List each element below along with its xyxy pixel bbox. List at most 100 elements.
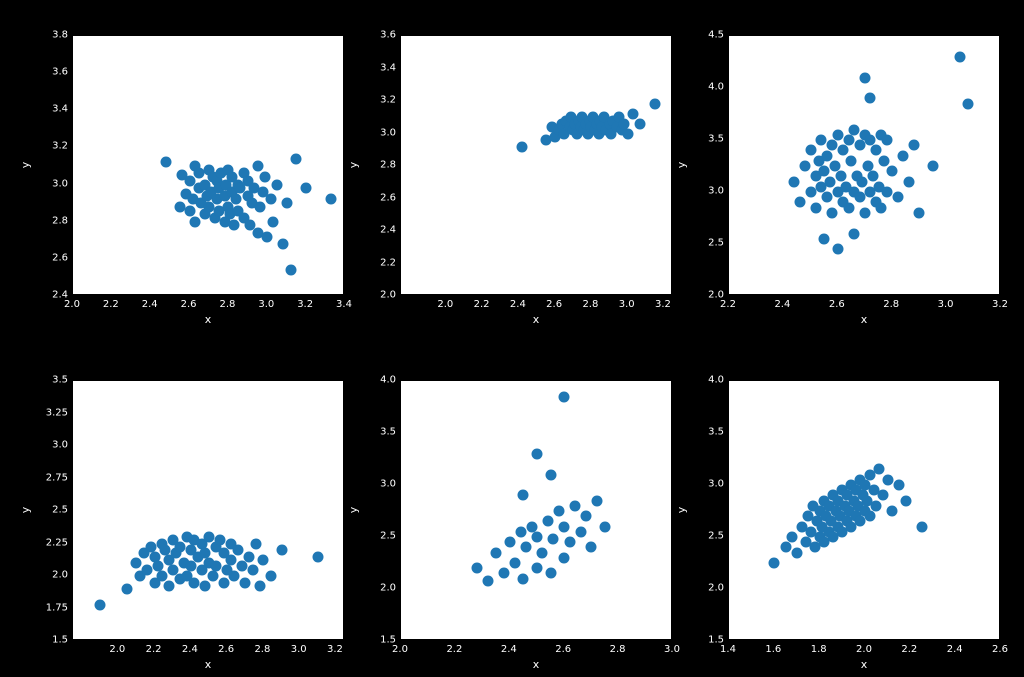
y-tick-label: 4.0 — [380, 375, 396, 386]
x-axis-label: x — [205, 658, 212, 671]
data-point — [521, 542, 532, 553]
x-tick-label: 1.8 — [811, 644, 827, 655]
scatter-panel-class-3 — [72, 380, 344, 640]
data-point — [887, 506, 898, 517]
y-tick-label: 1.5 — [380, 635, 396, 646]
x-tick-label: 2.2 — [901, 644, 917, 655]
data-point — [787, 532, 798, 543]
data-point — [472, 563, 483, 574]
data-point — [553, 506, 564, 517]
data-point — [873, 464, 884, 475]
data-point — [225, 555, 236, 566]
plot-area — [729, 381, 999, 639]
data-point — [189, 577, 200, 588]
data-point — [153, 560, 164, 571]
x-tick-label: 2.2 — [146, 644, 162, 655]
data-point — [272, 179, 283, 190]
x-tick-label: 2.2 — [446, 644, 462, 655]
data-point — [142, 564, 153, 575]
data-point — [236, 560, 247, 571]
y-axis-label: y — [675, 162, 688, 169]
y-tick-label: 3.2 — [380, 95, 396, 106]
data-point — [838, 145, 849, 156]
data-point — [156, 571, 167, 582]
data-point — [769, 558, 780, 569]
data-point — [184, 205, 195, 216]
y-tick-label: 3.0 — [708, 479, 724, 490]
data-point — [900, 495, 911, 506]
y-tick-label: 3.0 — [52, 440, 68, 451]
data-point — [258, 555, 269, 566]
data-point — [214, 534, 225, 545]
data-point — [95, 599, 106, 610]
x-tick-label: 2.0 — [856, 644, 872, 655]
x-tick-label: 2.8 — [883, 299, 899, 310]
data-point — [200, 581, 211, 592]
data-point — [254, 201, 265, 212]
plot-area — [73, 36, 343, 294]
x-tick-label: 2.0 — [109, 644, 125, 655]
data-point — [622, 128, 633, 139]
data-point — [827, 140, 838, 151]
data-point — [879, 155, 890, 166]
data-point — [876, 202, 887, 213]
data-point — [545, 568, 556, 579]
data-point — [881, 135, 892, 146]
x-tick-label: 1.4 — [720, 644, 736, 655]
data-point — [916, 521, 927, 532]
data-point — [491, 547, 502, 558]
y-tick-label: 3.0 — [380, 479, 396, 490]
data-point — [816, 135, 827, 146]
x-tick-label: 3.2 — [297, 299, 313, 310]
y-tick-label: 2.0 — [708, 583, 724, 594]
y-tick-label: 2.8 — [52, 215, 68, 226]
scatter-panel-class-2 — [728, 35, 1000, 295]
x-tick-label: 2.8 — [610, 644, 626, 655]
data-point — [260, 172, 271, 183]
x-tick-label: 2.6 — [829, 299, 845, 310]
data-point — [878, 490, 889, 501]
y-axis-label: y — [19, 162, 32, 169]
data-point — [805, 187, 816, 198]
x-tick-label: 2.8 — [254, 644, 270, 655]
y-tick-label: 3.5 — [52, 375, 68, 386]
data-point — [849, 124, 860, 135]
data-point — [819, 166, 830, 177]
x-axis-label: x — [533, 313, 540, 326]
data-point — [268, 216, 279, 227]
y-tick-label: 3.5 — [708, 427, 724, 438]
x-axis-label: x — [205, 313, 212, 326]
data-point — [570, 500, 581, 511]
data-point — [914, 207, 925, 218]
y-tick-label: 2.5 — [708, 531, 724, 542]
scatter-panel-class-1 — [400, 35, 672, 295]
data-point — [504, 537, 515, 548]
data-point — [532, 532, 543, 543]
y-tick-label: 3.4 — [52, 104, 68, 115]
data-point — [285, 265, 296, 276]
y-tick-label: 2.5 — [52, 505, 68, 516]
data-point — [892, 192, 903, 203]
y-tick-label: 2.8 — [380, 160, 396, 171]
data-point — [903, 176, 914, 187]
data-point — [161, 157, 172, 168]
y-tick-label: 3.0 — [380, 127, 396, 138]
data-point — [564, 537, 575, 548]
data-point — [854, 140, 865, 151]
data-point — [908, 140, 919, 151]
data-point — [229, 571, 240, 582]
data-point — [898, 150, 909, 161]
data-point — [532, 448, 543, 459]
plot-area — [729, 36, 999, 294]
data-point — [291, 153, 302, 164]
data-point — [518, 573, 529, 584]
plot-area — [73, 381, 343, 639]
data-point — [794, 197, 805, 208]
plot-area — [401, 36, 671, 294]
data-point — [821, 150, 832, 161]
x-tick-label: 2.6 — [555, 644, 571, 655]
data-point — [835, 171, 846, 182]
y-tick-label: 2.0 — [380, 583, 396, 594]
data-point — [887, 166, 898, 177]
scatter-panel-class-0 — [72, 35, 344, 295]
